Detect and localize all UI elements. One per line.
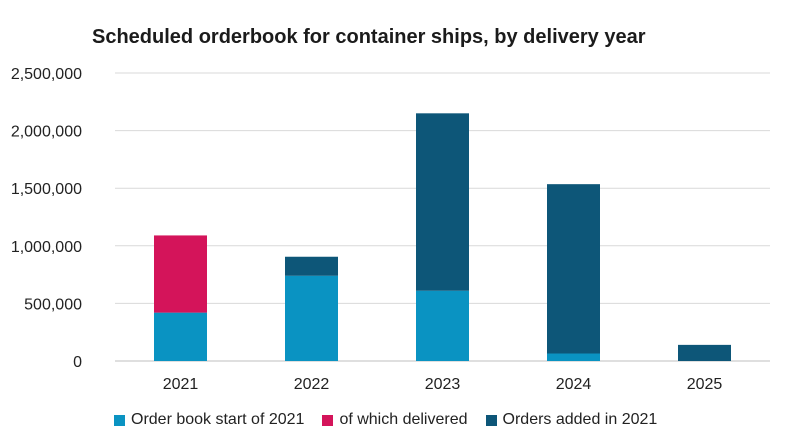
legend-swatch: [114, 414, 125, 426]
bar-segment: [285, 256, 338, 276]
y-tick-label: 500,000: [24, 296, 82, 313]
legend-label: Order book start of 2021: [131, 411, 305, 428]
legend-swatch: [485, 414, 497, 426]
bars: [154, 113, 731, 361]
legend-label: Orders added in 2021: [502, 411, 658, 428]
y-axis-ticks: 0 500,000 1,000,000 1,500,000 2,000,000 2,500…: [11, 66, 82, 371]
legend-label: of which delivered: [339, 411, 468, 428]
legend-item: Orders added in 2021: [485, 411, 658, 429]
x-axis-ticks: 2021 2022 2023 2024 2025: [163, 376, 723, 393]
legend: Order book start of 2021 of which deliver…: [114, 411, 675, 429]
bar-segment: [547, 353, 600, 361]
x-tick-label: 2025: [687, 376, 723, 393]
bar-segment: [416, 113, 469, 291]
bar-segment: [154, 312, 207, 361]
legend-item: of which delivered: [322, 411, 468, 429]
x-tick-label: 2021: [163, 376, 199, 393]
y-tick-label: 2,500,000: [11, 66, 82, 83]
bar-segment: [547, 184, 600, 354]
bar-segment: [154, 235, 207, 313]
y-tick-label: 0: [73, 354, 82, 371]
x-tick-label: 2022: [294, 376, 330, 393]
bar-segment: [285, 275, 338, 361]
bar-segment: [416, 290, 469, 361]
bar-segment: [678, 344, 731, 361]
legend-swatch: [322, 414, 334, 426]
x-tick-label: 2023: [425, 376, 461, 393]
x-tick-label: 2024: [556, 376, 592, 393]
legend-item: Order book start of 2021: [114, 411, 304, 429]
chart-title: Scheduled orderbook for container ships,…: [92, 26, 646, 48]
y-tick-label: 2,000,000: [11, 124, 82, 141]
y-tick-label: 1,500,000: [11, 181, 82, 198]
y-tick-label: 1,000,000: [11, 239, 82, 256]
